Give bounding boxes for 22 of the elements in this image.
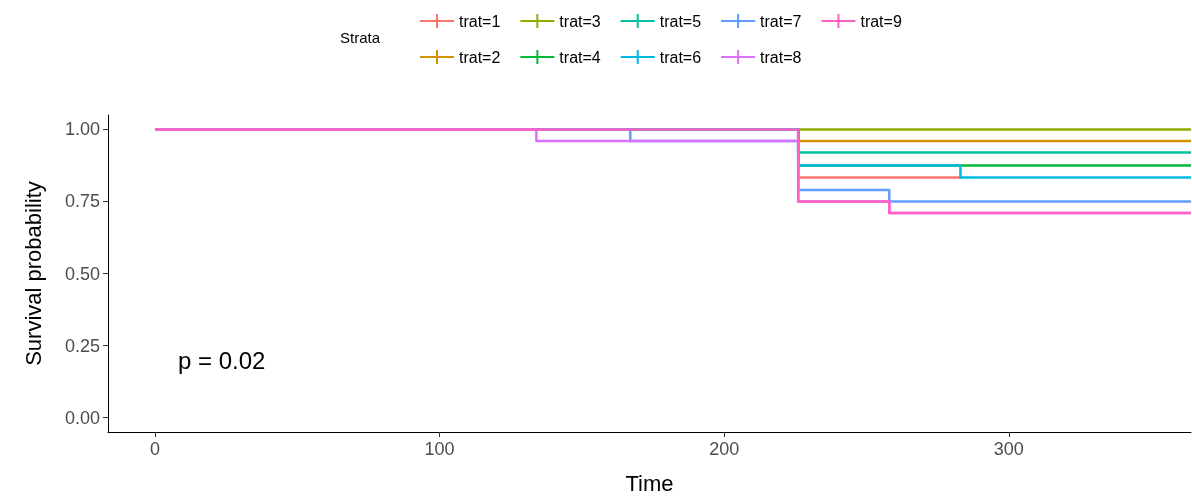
legend-label: trat=5 bbox=[659, 12, 702, 30]
legend-label: trat=9 bbox=[860, 12, 902, 30]
y-axis-title: Survival probability bbox=[20, 181, 46, 366]
y-tick-label: 0.50 bbox=[64, 263, 100, 284]
legend-label: trat=8 bbox=[760, 48, 802, 66]
y-tick-label: 0.00 bbox=[64, 407, 100, 428]
x-tick-label: 300 bbox=[993, 439, 1024, 459]
legend-label: trat=3 bbox=[559, 12, 601, 30]
x-tick-label: 0 bbox=[149, 439, 160, 459]
y-tick-label: 0.25 bbox=[64, 335, 100, 356]
annotation: p = 0.02 bbox=[178, 346, 266, 374]
legend-label: trat=6 bbox=[659, 48, 702, 66]
legend-label: trat=2 bbox=[459, 48, 501, 66]
y-tick-label: 0.75 bbox=[64, 191, 100, 212]
x-axis-title: Time bbox=[625, 470, 674, 496]
x-tick-label: 200 bbox=[709, 439, 740, 459]
legend-label: trat=7 bbox=[760, 12, 802, 30]
legend-title: Strata bbox=[340, 29, 381, 46]
legend-label: trat=4 bbox=[559, 48, 601, 66]
y-tick-label: 1.00 bbox=[64, 119, 100, 140]
legend-label: trat=1 bbox=[459, 12, 501, 30]
x-tick-label: 100 bbox=[424, 439, 455, 459]
